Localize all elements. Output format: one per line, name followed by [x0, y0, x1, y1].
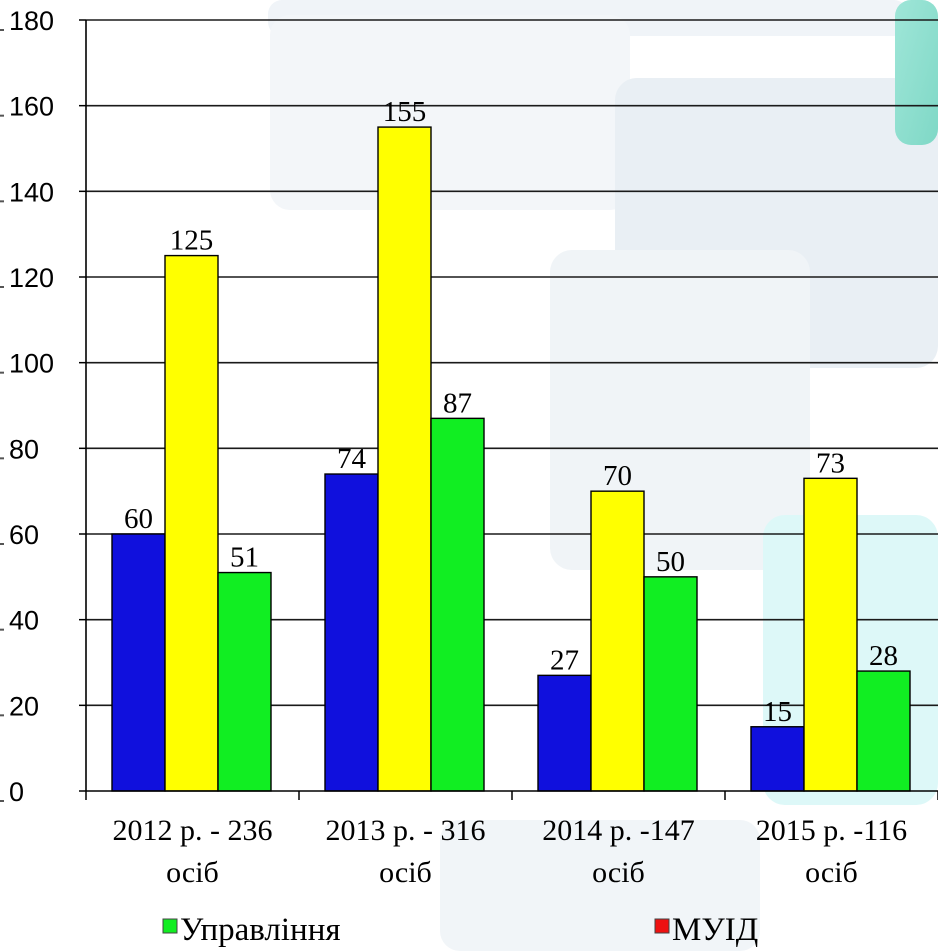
bar: [377, 126, 432, 792]
category-label: осіб: [379, 856, 432, 889]
bar: [430, 417, 485, 792]
data-label: 73: [816, 447, 845, 479]
bar: [750, 726, 805, 792]
data-label: 51: [230, 542, 259, 574]
y-tick-label: 80: [9, 434, 39, 464]
y-tick-label: 0: [9, 777, 24, 807]
category-label: 2013 р. - 316: [326, 814, 486, 847]
y-tick-label: 20: [9, 691, 39, 721]
legend-swatch: [162, 918, 178, 934]
bar: [111, 533, 166, 792]
category-label: 2015 р. -116: [756, 814, 907, 847]
data-label: 70: [603, 460, 632, 492]
legend-swatch: [654, 918, 670, 934]
bar: [164, 254, 219, 792]
y-tick-label: 60: [9, 520, 39, 550]
y-tick-label: 100: [9, 349, 54, 379]
data-label: 28: [869, 640, 898, 672]
labels: 0 20 40 60 80 100 120 140 160 180 60 125 51 2012 р. -…: [9, 6, 907, 889]
data-label: 15: [763, 696, 792, 728]
category-label: осіб: [592, 856, 645, 889]
data-label: 125: [170, 225, 214, 257]
category-label: 2012 р. - 236: [113, 814, 273, 847]
data-label: 87: [443, 387, 472, 419]
bar: [643, 576, 698, 792]
bars: [111, 126, 911, 792]
data-label: 50: [656, 546, 685, 578]
y-tick-label: 160: [9, 92, 54, 122]
bar: [537, 674, 592, 792]
category-label: 2014 р. -147: [542, 814, 695, 847]
category-label: осіб: [805, 856, 858, 889]
y-tick-label: 40: [9, 606, 39, 636]
bar: [217, 571, 272, 792]
category-label: осіб: [166, 856, 219, 889]
bar: [324, 473, 379, 792]
bar: [590, 490, 645, 792]
y-tick-label: 120: [9, 263, 54, 293]
legend-label: Управління: [180, 912, 341, 948]
data-label: 60: [124, 503, 153, 535]
y-tick-label: 140: [9, 177, 54, 207]
bar: [856, 670, 911, 792]
data-label: 155: [383, 96, 427, 128]
bar: [803, 477, 858, 792]
legend-label: МУІД: [672, 912, 758, 948]
data-label: 27: [550, 644, 579, 676]
axes: [0, 19, 938, 802]
legend: Управління МУІД: [162, 912, 758, 948]
data-label: 74: [337, 443, 367, 475]
y-tick-label: 180: [9, 6, 54, 36]
